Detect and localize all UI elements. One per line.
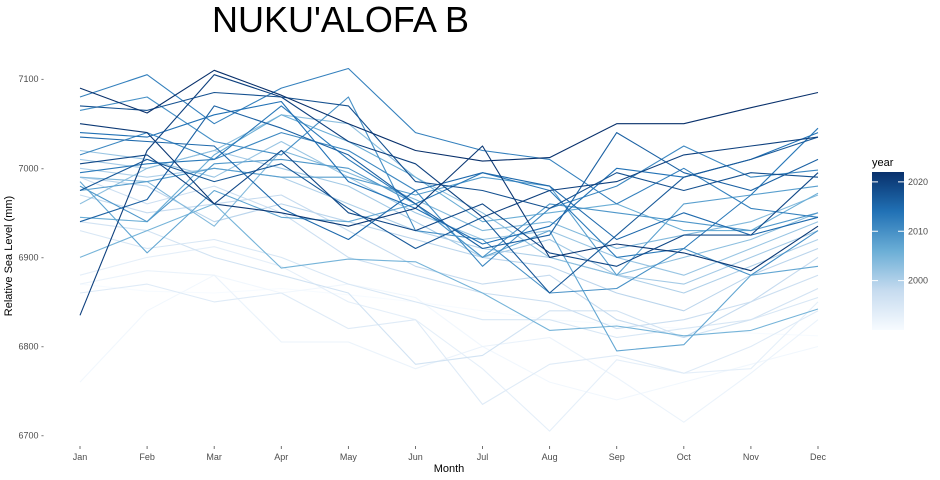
series-line-1990 — [79, 283, 819, 337]
x-tick-label: Mar — [206, 452, 222, 462]
series-line-2020 — [79, 74, 819, 316]
legend-tick-label: 2020 — [908, 177, 928, 187]
series-line-2004 — [79, 149, 819, 250]
legend-tick-label: 2000 — [908, 276, 928, 286]
legend-colorbar — [872, 172, 904, 330]
x-tick-label: Jun — [408, 452, 423, 462]
y-axis: 6700 - 6800 - 6900 - 7000 - 7100 - — [18, 74, 44, 440]
y-tick-label: 6700 - — [18, 431, 44, 441]
x-tick-label: Aug — [542, 452, 558, 462]
series-line-2011 — [79, 132, 819, 267]
series-line-1995 — [79, 230, 819, 339]
x-axis: Jan Feb Mar Apr May Jun Jul Aug Sep Oct Nov Dec — [73, 446, 827, 462]
series-line-2005 — [79, 203, 819, 337]
color-legend: year 2000 2010 2020 — [872, 157, 928, 330]
series-line-1998 — [79, 194, 819, 339]
series-line-2002 — [79, 140, 819, 276]
y-tick-label: 6800 - — [18, 341, 44, 351]
series-line-2006 — [79, 114, 819, 232]
y-tick-label: 7100 - — [18, 74, 44, 84]
legend-title: year — [872, 157, 894, 169]
y-tick-label: 7000 - — [18, 163, 44, 173]
series-line-2003 — [79, 114, 819, 276]
series-line-2013 — [79, 105, 819, 258]
x-tick-label: Oct — [677, 452, 692, 462]
series-line-2022 — [79, 69, 819, 162]
series-line-2018 — [79, 91, 819, 209]
series-line-1999 — [79, 176, 819, 312]
series-line-2012 — [79, 67, 819, 218]
series-line-2010 — [79, 96, 819, 294]
series-line-2015 — [79, 136, 819, 241]
series-line-2017 — [79, 136, 819, 294]
series-line-2009 — [79, 158, 819, 258]
series-line-2019 — [79, 149, 819, 267]
series-lines — [79, 67, 819, 432]
x-tick-label: Feb — [139, 452, 155, 462]
chart-title: NUKU'ALOFA B — [212, 0, 469, 40]
series-line-1993 — [79, 246, 819, 432]
series-line-1994 — [79, 283, 819, 405]
x-tick-label: Jan — [73, 452, 88, 462]
x-tick-label: Jul — [477, 452, 489, 462]
x-tick-label: Dec — [810, 452, 827, 462]
x-tick-label: Nov — [743, 452, 760, 462]
legend-ticks: 2000 2010 2020 — [872, 177, 928, 286]
series-line-1997 — [79, 176, 819, 330]
legend-tick-label: 2010 — [908, 226, 928, 236]
series-line-2021 — [79, 123, 819, 272]
x-tick-label: Sep — [609, 452, 625, 462]
x-axis-label: Month — [434, 463, 465, 475]
series-line-2016 — [79, 105, 819, 250]
y-axis-label: Relative Sea Level (mm) — [3, 196, 15, 316]
series-line-1992 — [79, 270, 819, 423]
series-line-1991 — [79, 274, 819, 401]
y-tick-label: 6900 - — [18, 252, 44, 262]
x-tick-label: May — [340, 452, 358, 462]
x-tick-label: Apr — [274, 452, 288, 462]
